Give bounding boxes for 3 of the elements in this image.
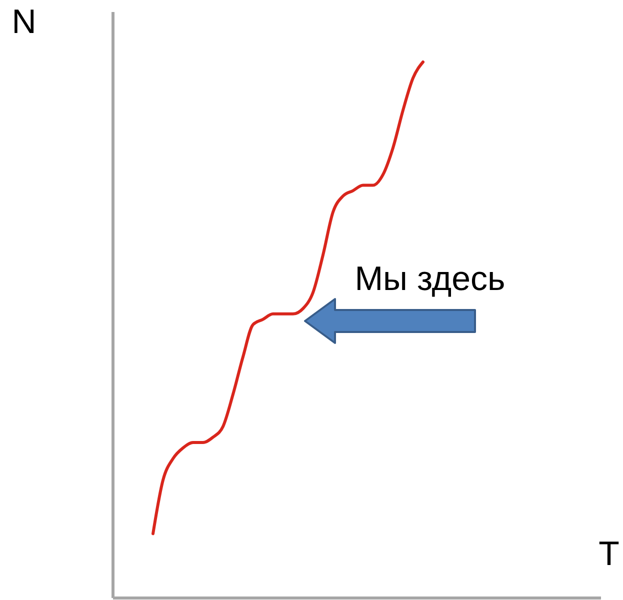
x-axis-title: T (598, 535, 620, 573)
annotation: Мы здесь (354, 260, 506, 298)
y-axis-title: N (12, 3, 36, 41)
